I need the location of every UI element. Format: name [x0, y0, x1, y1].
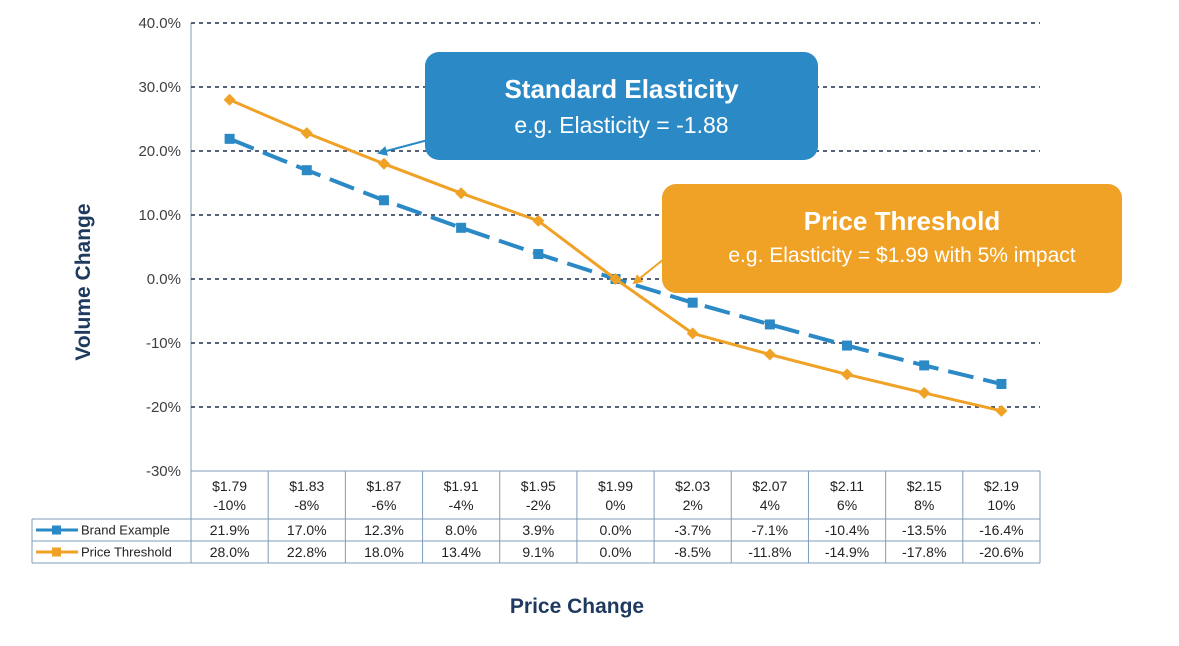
- x-tick-change: 10%: [987, 497, 1015, 513]
- y-tick-label: 20.0%: [138, 143, 181, 160]
- data-point: [764, 319, 775, 330]
- series-price-threshold: [223, 93, 1008, 417]
- data-point: [224, 133, 235, 144]
- data-point: [455, 187, 468, 200]
- x-tick-price: $1.83: [289, 478, 324, 494]
- x-tick-price: $2.19: [984, 478, 1019, 494]
- standard-elasticity-callout: Standard Elasticity e.g. Elasticity = -1…: [425, 52, 818, 160]
- price-threshold-arrow: [632, 258, 665, 285]
- table-cell: -16.4%: [979, 522, 1023, 538]
- y-tick-label: -20%: [146, 399, 181, 416]
- table-cell: 18.0%: [364, 544, 404, 560]
- data-point: [763, 348, 776, 361]
- x-tick-change: -10%: [213, 497, 246, 513]
- x-tick-change: 8%: [914, 497, 934, 513]
- data-point: [995, 404, 1008, 417]
- y-tick-label: -30%: [146, 463, 181, 480]
- data-point: [223, 93, 236, 106]
- x-tick-price: $1.95: [521, 478, 556, 494]
- x-tick-price: $1.79: [212, 478, 247, 494]
- x-tick-change: -2%: [526, 497, 551, 513]
- x-tick-change: 6%: [837, 497, 857, 513]
- table-cell: 3.9%: [522, 522, 554, 538]
- table-cell: 13.4%: [441, 544, 481, 560]
- table-cell: 21.9%: [210, 522, 250, 538]
- table-cell: 0.0%: [600, 544, 632, 560]
- table-cell: 0.0%: [600, 522, 632, 538]
- data-point: [301, 165, 312, 176]
- x-tick-price: $1.87: [366, 478, 401, 494]
- table-cell: -13.5%: [902, 522, 946, 538]
- table-cell: 22.8%: [287, 544, 327, 560]
- legend-key-marker: [52, 547, 61, 557]
- table-cell: 28.0%: [210, 544, 250, 560]
- y-tick-label: 0.0%: [147, 271, 181, 288]
- table-cell: 17.0%: [287, 522, 327, 538]
- table-cell: 9.1%: [522, 544, 554, 560]
- data-table: $1.79 -10% $1.83 -8% $1.87 -6% $1.91 -4% $1.95 -2…: [31, 470, 1041, 564]
- table-cell: 12.3%: [364, 522, 404, 538]
- y-tick-label: -10%: [146, 335, 181, 352]
- series-lines: [223, 93, 1008, 417]
- x-tick-price: $2.11: [830, 478, 864, 494]
- x-tick-change: -4%: [449, 497, 474, 513]
- y-tick-label: 10.0%: [138, 207, 181, 224]
- data-point: [918, 386, 931, 399]
- y-tick-labels: 40.0% 30.0% 20.0% 10.0% 0.0% -10% -20% -30%: [138, 15, 181, 480]
- x-tick-change: 0%: [605, 497, 625, 513]
- y-tick-label: 40.0%: [138, 15, 181, 32]
- data-point: [456, 222, 467, 233]
- data-point: [996, 378, 1007, 389]
- x-tick-change: -8%: [294, 497, 319, 513]
- x-tick-price: $1.99: [598, 478, 633, 494]
- data-point: [300, 127, 313, 140]
- data-point: [377, 157, 390, 170]
- x-tick-change: 4%: [760, 497, 780, 513]
- table-cell: -17.8%: [902, 544, 946, 560]
- data-point: [686, 327, 699, 340]
- price-threshold-callout: Price Threshold e.g. Elasticity = $1.99 …: [662, 184, 1122, 293]
- data-point: [842, 340, 853, 351]
- callout-title: Standard Elasticity: [504, 74, 739, 104]
- legend-label: Brand Example: [81, 523, 170, 538]
- data-point: [533, 249, 544, 260]
- x-tick-price: $2.03: [675, 478, 710, 494]
- table-cell: -14.9%: [825, 544, 869, 560]
- x-tick-price: $2.07: [752, 478, 787, 494]
- x-tick-price: $2.15: [907, 478, 942, 494]
- table-cell: -11.8%: [748, 544, 791, 560]
- data-point: [919, 360, 930, 371]
- table-cell: -7.1%: [752, 522, 789, 538]
- callout-text: e.g. Elasticity = -1.88: [514, 112, 729, 138]
- table-cell: -20.6%: [979, 544, 1023, 560]
- callout-arrows: [377, 139, 665, 285]
- table-cell: -8.5%: [674, 544, 711, 560]
- x-tick-change: -6%: [372, 497, 397, 513]
- data-point: [378, 195, 389, 206]
- legend-key-marker: [52, 525, 61, 535]
- table-cell: 8.0%: [445, 522, 477, 538]
- legend-label: Price Threshold: [81, 545, 172, 560]
- callout-title: Price Threshold: [803, 206, 1001, 236]
- y-axis-title: Volume Change: [72, 203, 95, 360]
- x-tick-price: $1.91: [444, 478, 479, 494]
- data-point: [609, 273, 622, 285]
- callout-text: e.g. Elasticity = $1.99 with 5% impact: [728, 244, 1076, 267]
- x-axis-title: Price Change: [510, 595, 644, 618]
- standard-elasticity-arrow: [377, 139, 429, 156]
- x-tick-change: 2%: [683, 497, 703, 513]
- table-cell: -3.7%: [674, 522, 711, 538]
- data-point: [532, 214, 545, 227]
- table-cell: -10.4%: [825, 522, 869, 538]
- data-point: [687, 297, 698, 308]
- y-tick-label: 30.0%: [138, 79, 181, 96]
- data-point: [841, 368, 854, 381]
